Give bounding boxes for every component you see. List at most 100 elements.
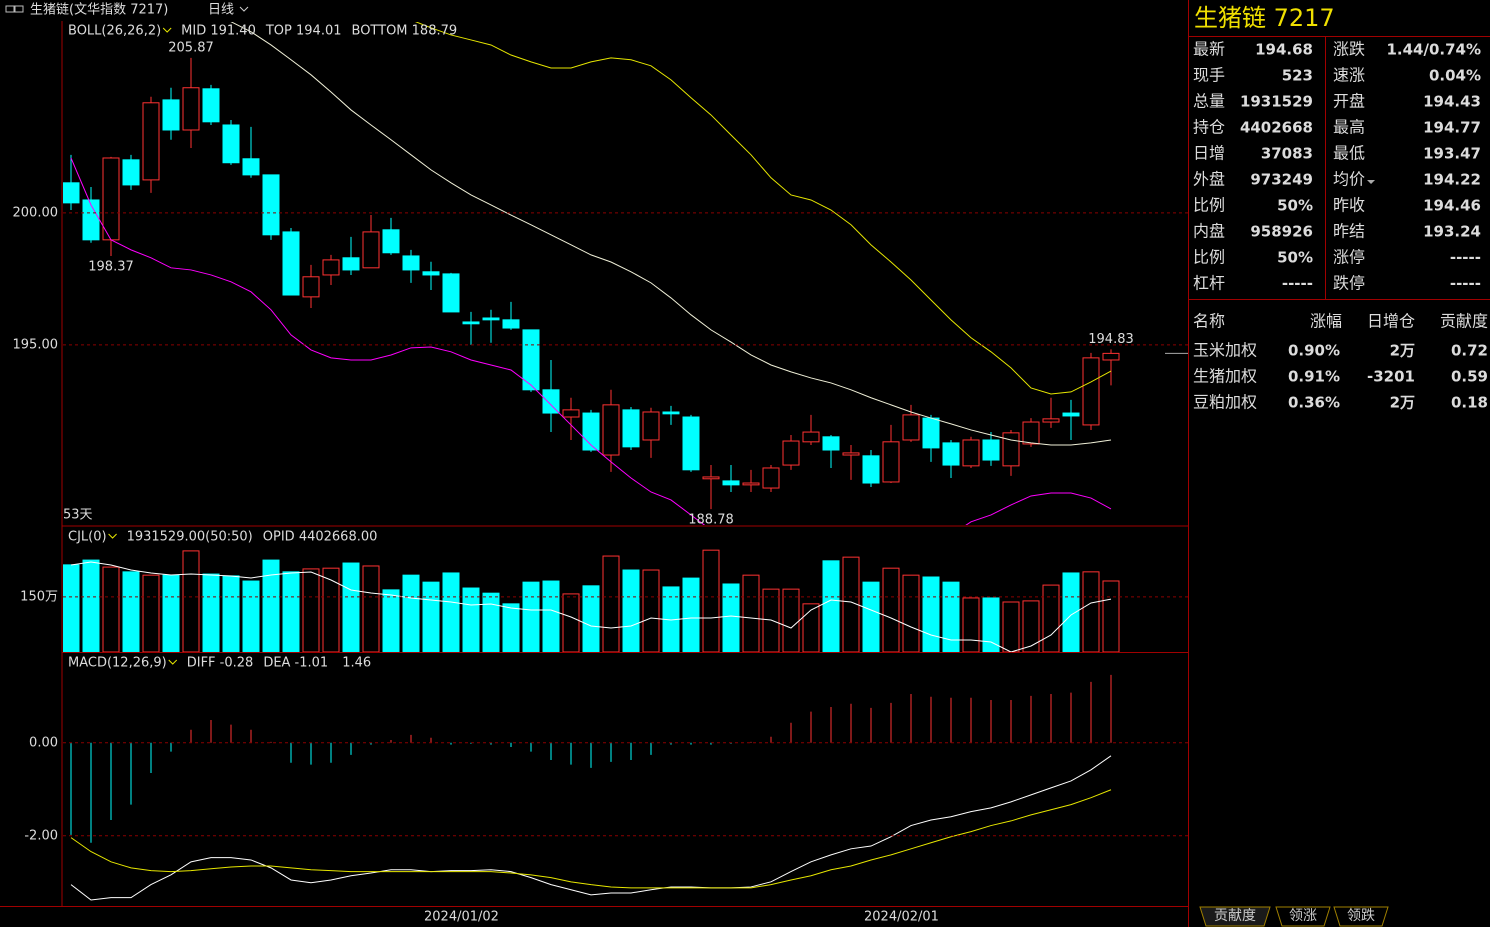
indicator-line [70, 789, 1112, 889]
candle-body [142, 102, 160, 181]
x-tick-label: 2024/02/01 [864, 910, 939, 925]
tab-shape[interactable] [1333, 906, 1389, 927]
volume-bar [142, 574, 160, 652]
candle-body [182, 87, 200, 131]
candle-body [322, 259, 340, 276]
column-header: 名称 [1193, 312, 1225, 331]
indicator-name[interactable]: BOLL(26,26,2) [68, 24, 161, 39]
candle-body [562, 409, 580, 418]
quote-value: 194.68 [1255, 41, 1313, 59]
quote-label: 外盘 [1193, 170, 1225, 189]
indicator-name[interactable]: MACD(12,26,9) [68, 656, 167, 671]
quote-value: 0.04% [1429, 67, 1481, 85]
volume-bar [982, 597, 1000, 652]
component-cell: 生猪加权 [1193, 367, 1257, 386]
tab-label[interactable]: 领跌 [1347, 908, 1375, 924]
quote-value: 50% [1277, 197, 1313, 215]
candle-body [662, 411, 680, 415]
candle-body [1002, 432, 1020, 467]
volume-bar [122, 571, 140, 652]
dropdown-arrow[interactable] [162, 27, 172, 33]
volume-bar [782, 588, 800, 652]
volume-bar [802, 603, 820, 652]
component-cell: 0.36% [1288, 394, 1340, 412]
volume-bar [182, 550, 200, 652]
indicator-line [70, 755, 1112, 901]
dropdown-arrow[interactable] [239, 6, 249, 12]
volume-bar [222, 575, 240, 652]
y-tick-label: 195.00 [13, 337, 59, 352]
legend-entry: DIFF -0.28 [187, 656, 254, 671]
legend-entry: MID 191.40 [181, 24, 256, 39]
quote-label: 比例 [1193, 248, 1225, 267]
component-cell: -3201 [1367, 368, 1415, 386]
volume-bar [282, 571, 300, 652]
legend-entry: BOTTOM 188.79 [352, 24, 458, 39]
indicator-line [230, 22, 1112, 446]
candle-body [982, 439, 1000, 461]
quote-label: 速涨 [1333, 66, 1365, 85]
volume-bar [822, 560, 840, 652]
volume-bar [582, 585, 600, 652]
tab-shape[interactable] [1199, 906, 1271, 927]
quote-label: 日增 [1193, 144, 1225, 163]
quote-value: ----- [1450, 275, 1481, 293]
candle-body [1102, 352, 1120, 361]
component-cell: 0.90% [1288, 342, 1340, 360]
window-title: 生猪链(文华指数 7217) [30, 3, 168, 18]
volume-bar [1042, 584, 1060, 652]
candle-body [282, 231, 300, 296]
tab-label[interactable]: 贡献度 [1214, 908, 1256, 924]
quote-value: 4402668 [1240, 119, 1313, 137]
component-cell: 2万 [1390, 394, 1415, 412]
indicator-line [70, 561, 1112, 652]
volume-bar [382, 589, 400, 652]
volume-bar [862, 581, 880, 652]
quote-value: 523 [1282, 67, 1313, 85]
column-header: 涨幅 [1310, 312, 1342, 331]
y-tick-label: -2.00 [24, 828, 58, 843]
x-tick-label: 2024/01/02 [424, 910, 499, 925]
component-cell: 0.72 [1451, 342, 1488, 360]
dropdown-arrow[interactable] [1367, 180, 1376, 184]
legend-entry: DEA -1.01 [263, 656, 328, 671]
price-panel [63, 22, 1120, 525]
candle-body [422, 271, 440, 276]
volume-bar [362, 565, 380, 652]
y-tick-label: 0.00 [29, 735, 58, 750]
volume-bar [402, 574, 420, 652]
quote-value: 973249 [1250, 171, 1313, 189]
candle-body [1082, 357, 1100, 426]
volume-bar [562, 593, 580, 652]
candle-body [902, 414, 920, 441]
volume-bar [682, 577, 700, 652]
quote-label: 昨结 [1333, 222, 1365, 241]
quote-label: 昨收 [1333, 196, 1365, 215]
dropdown-arrow[interactable] [108, 533, 117, 539]
candle-body [442, 273, 460, 313]
tab-shape[interactable] [1275, 906, 1331, 927]
candle-body [762, 467, 780, 489]
quote-label: 跌停 [1333, 274, 1365, 293]
days-label: 53天 [63, 508, 93, 523]
indicator-name[interactable]: CJL(0) [68, 530, 107, 545]
tab-label[interactable]: 领涨 [1289, 908, 1317, 924]
candle-body [382, 229, 400, 254]
legend-readout: 1931529.00(50:50) [127, 530, 253, 545]
quote-value: 193.47 [1423, 145, 1481, 163]
volume-bar [622, 569, 640, 652]
volume-bar [262, 559, 280, 652]
volume-bar [842, 556, 860, 652]
low-label: 198.37 [88, 259, 134, 274]
quote-value: 1.44/0.74% [1386, 41, 1481, 59]
volume-bar [242, 580, 260, 652]
candle-body [702, 476, 720, 480]
quote-value: 50% [1277, 249, 1313, 267]
candle-body [242, 158, 260, 176]
dropdown-arrow[interactable] [168, 659, 178, 665]
quote-value: 37083 [1261, 145, 1313, 163]
candle-body [1042, 418, 1060, 423]
period-selector[interactable]: 日线 [208, 3, 234, 18]
volume-bar [962, 597, 980, 652]
